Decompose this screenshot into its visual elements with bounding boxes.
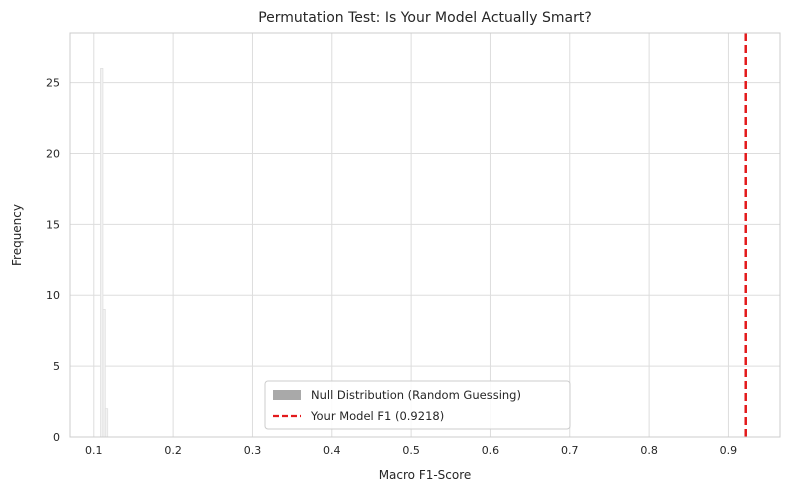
x-tick-label: 0.7 <box>561 444 579 457</box>
plot-background <box>70 33 780 437</box>
y-tick-label: 20 <box>46 147 60 160</box>
y-axis-label: Frequency <box>10 204 24 266</box>
legend: Null Distribution (Random Guessing) Your… <box>264 380 571 430</box>
x-tick-label: 0.6 <box>482 444 500 457</box>
x-tick-label: 0.1 <box>85 444 103 457</box>
x-tick-label: 0.5 <box>402 444 420 457</box>
x-axis-label: Macro F1-Score <box>379 468 472 482</box>
y-tick-label: 5 <box>53 360 60 373</box>
x-ticks: 0.1 0.2 0.3 0.4 0.5 0.6 0.7 0.8 0.9 <box>85 444 737 457</box>
legend-null-label: Null Distribution (Random Guessing) <box>311 388 521 402</box>
chart-title: Permutation Test: Is Your Model Actually… <box>258 10 592 26</box>
y-tick-label: 0 <box>53 431 60 444</box>
legend-box <box>264 380 571 430</box>
legend-null-swatch <box>273 390 301 400</box>
x-tick-label: 0.2 <box>164 444 182 457</box>
x-tick-label: 0.8 <box>640 444 658 457</box>
y-ticks: 0 5 10 15 20 25 <box>46 77 60 444</box>
histogram-bar <box>104 408 109 438</box>
legend-model-label: Your Model F1 (0.9218) <box>310 409 444 423</box>
x-tick-label: 0.4 <box>323 444 341 457</box>
y-tick-label: 15 <box>46 218 60 231</box>
y-tick-label: 10 <box>46 289 60 302</box>
x-tick-label: 0.9 <box>720 444 738 457</box>
plot-frame <box>69 32 781 438</box>
x-tick-label: 0.3 <box>244 444 262 457</box>
y-tick-label: 25 <box>46 77 60 90</box>
